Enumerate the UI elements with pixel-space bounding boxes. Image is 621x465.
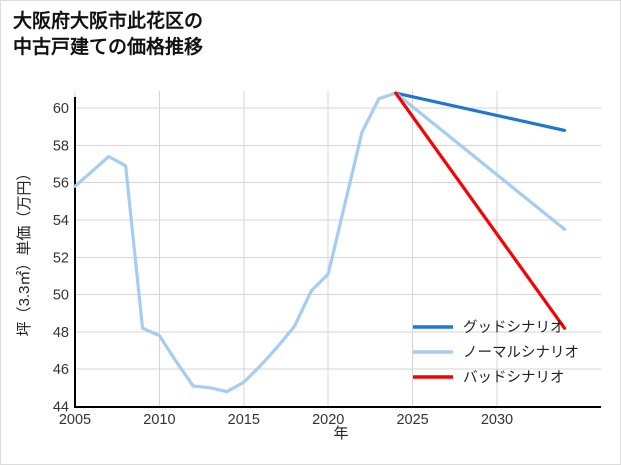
y-tick-label: 60	[53, 101, 69, 117]
axis-lines	[73, 97, 601, 409]
x-axis-title: 年	[333, 425, 348, 442]
y-axis-tick-labels: 44 46 48 50 52 54 56 58 60	[53, 101, 69, 416]
data-series-group	[73, 91, 567, 394]
y-tick-label: 52	[53, 250, 69, 266]
y-axis-title: 坪（3.3㎡）単価（万円）	[16, 166, 33, 337]
series-line	[394, 91, 567, 132]
vertical-gridlines	[74, 91, 498, 407]
series-line	[394, 91, 567, 231]
y-tick-label: 58	[53, 138, 69, 154]
x-tick-label: 2015	[228, 412, 260, 428]
x-tick-label: 2010	[143, 412, 175, 428]
series-line	[394, 91, 567, 330]
x-tick-label: 2025	[396, 412, 428, 428]
x-tick-label: 2005	[59, 412, 91, 428]
legend-label: ノーマルシナリオ	[463, 345, 579, 361]
page-title: 大阪府大阪市此花区の 中古戸建ての価格推移	[13, 11, 204, 58]
y-tick-label: 56	[53, 176, 69, 192]
y-tick-label: 44	[53, 400, 69, 416]
legend-label: グッドシナリオ	[463, 319, 565, 336]
horizontal-gridlines	[75, 107, 601, 407]
x-tick-label: 2020	[312, 412, 344, 428]
y-tick-label: 48	[53, 325, 69, 341]
y-tick-label: 46	[53, 362, 69, 378]
series-line	[73, 91, 398, 394]
x-axis-tick-labels: 2005 2010 2015 2020 2025 2030	[59, 412, 513, 428]
y-tick-label: 54	[53, 213, 69, 229]
legend-label: バッドシナリオ	[463, 370, 565, 386]
y-tick-label: 50	[53, 288, 69, 304]
x-tick-label: 2030	[481, 412, 513, 428]
